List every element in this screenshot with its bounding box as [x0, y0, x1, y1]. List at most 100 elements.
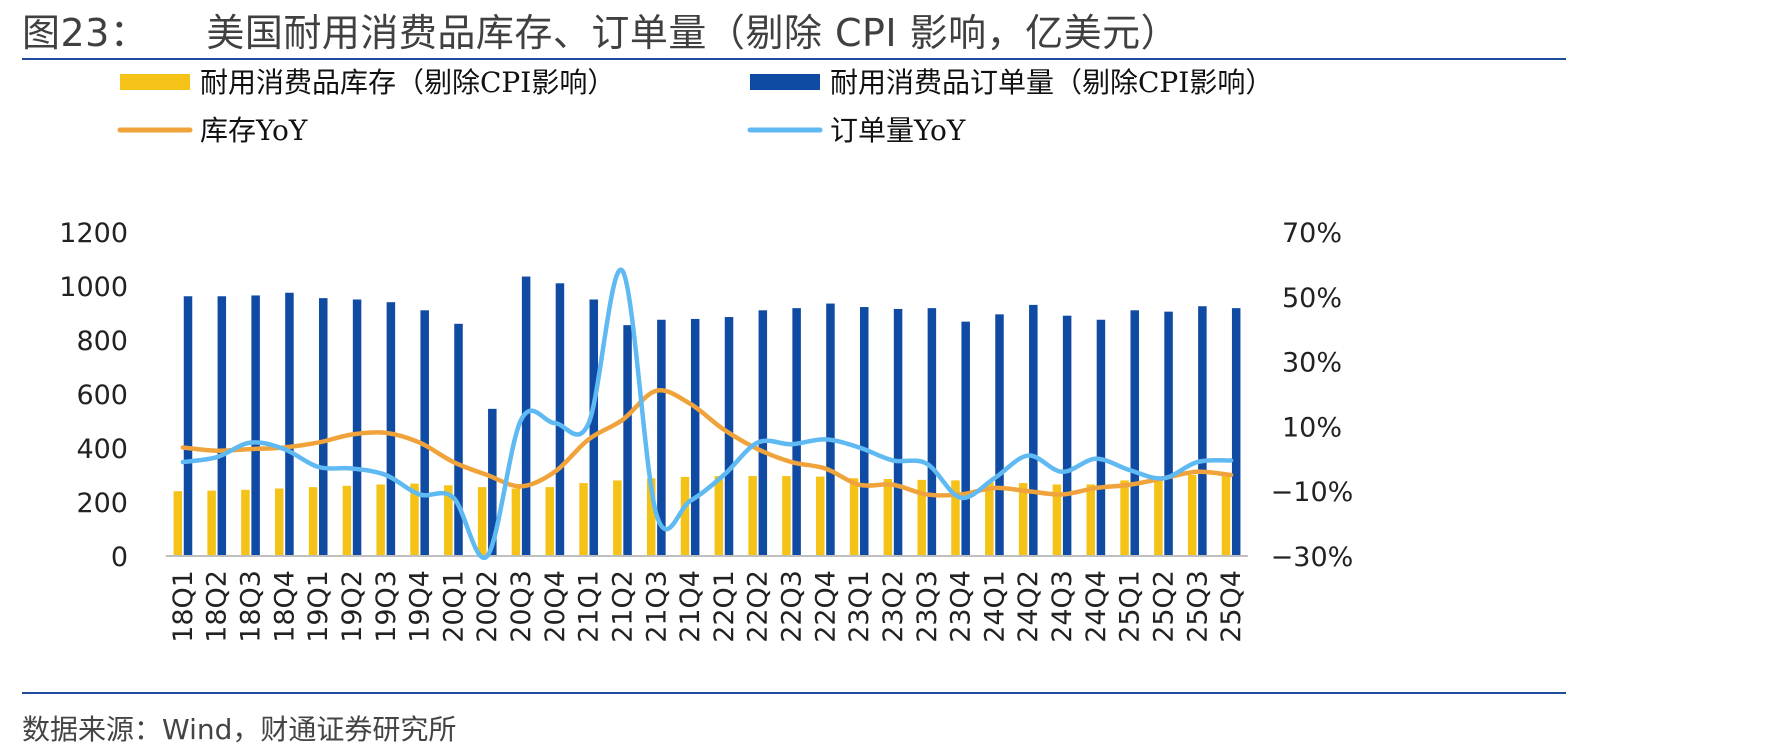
- left-tick-label: 600: [76, 380, 128, 411]
- legend-label: 耐用消费品库存（剔除CPI影响）: [200, 66, 615, 99]
- left-tick-label: 0: [111, 542, 128, 573]
- inventory-bar-25Q4: [1221, 473, 1231, 556]
- left-tick-label: 800: [76, 326, 128, 357]
- inventory-bar-24Q2: [1018, 483, 1028, 556]
- inventory-bar-18Q2: [207, 490, 216, 556]
- inventory-bar-18Q4: [274, 488, 284, 556]
- x-tick-label: 22Q3: [777, 570, 808, 643]
- orders-bar-19Q3: [386, 302, 396, 556]
- orders-bar-22Q3: [792, 308, 801, 556]
- inventory-bar-23Q4: [951, 480, 960, 556]
- right-tick-label: 10%: [1282, 412, 1342, 443]
- orders-bar-25Q1: [1130, 310, 1140, 556]
- orders-bar-18Q2: [217, 296, 227, 556]
- x-tick-label: 25Q3: [1182, 570, 1213, 643]
- orders-bar-24Q4: [1096, 319, 1106, 556]
- inventory-bar-18Q3: [241, 489, 250, 556]
- x-tick-label: 18Q1: [168, 570, 199, 643]
- orders-bar-19Q4: [420, 310, 429, 556]
- orders-bar-21Q1: [589, 299, 599, 556]
- figure-title: 图23： 美国耐用消费品库存、订单量（剔除 CPI 影响，亿美元）: [22, 2, 1179, 57]
- orders-bar-24Q3: [1062, 315, 1072, 556]
- orders-bar-24Q2: [1029, 304, 1038, 556]
- orders-bar-23Q2: [893, 308, 903, 556]
- x-tick-label: 21Q3: [641, 570, 672, 643]
- inventory-bar-18Q1: [173, 491, 183, 556]
- right-tick-label: 30%: [1282, 348, 1342, 379]
- inventory-bar-22Q4: [815, 476, 825, 556]
- inventory-yoy-line: [180, 388, 1234, 498]
- inventory-bar-21Q2: [613, 480, 622, 556]
- bar-series-1: [173, 473, 1231, 556]
- inventory-bar-20Q4: [545, 487, 554, 556]
- legend-swatch: [120, 74, 190, 90]
- orders-bar-20Q4: [555, 283, 565, 556]
- bars: [173, 276, 1241, 556]
- x-tick-label: 22Q1: [709, 570, 740, 643]
- orders-bar-25Q3: [1198, 306, 1207, 556]
- orders-bar-23Q3: [927, 308, 937, 556]
- x-tick-label: 21Q4: [675, 570, 706, 643]
- inventory-bar-19Q3: [376, 484, 385, 556]
- orders-bar-21Q4: [690, 318, 700, 556]
- right-tick-label: −30%: [1271, 542, 1354, 573]
- x-tick-label: 24Q4: [1081, 570, 1112, 643]
- orders-bar-20Q2: [488, 408, 497, 556]
- orders-bar-18Q4: [285, 292, 294, 556]
- x-tick-label: 23Q2: [878, 570, 909, 643]
- x-tick-label: 23Q3: [912, 570, 943, 643]
- x-tick-label: 20Q2: [472, 570, 503, 643]
- x-tick-label: 25Q4: [1216, 570, 1247, 643]
- x-tick-label: 24Q2: [1013, 570, 1044, 643]
- inventory-bar-22Q2: [748, 476, 757, 556]
- legend-swatch: [750, 74, 820, 90]
- inventory-bar-25Q2: [1154, 477, 1163, 556]
- x-tick-label: 19Q1: [303, 570, 334, 643]
- legend-label: 库存YoY: [200, 114, 308, 147]
- orders-bar-22Q1: [724, 317, 734, 556]
- inventory-bar-19Q4: [410, 483, 419, 556]
- x-tick-label: 18Q2: [202, 570, 233, 643]
- inventory-bar-24Q1: [985, 481, 994, 556]
- legend-label: 耐用消费品订单量（剔除CPI影响）: [830, 66, 1273, 99]
- inventory-bar-24Q4: [1086, 484, 1095, 556]
- x-tick-label: 22Q2: [743, 570, 774, 643]
- x-tick-label: 19Q2: [337, 570, 368, 643]
- figure-number: 图23：: [22, 11, 149, 55]
- x-tick-label: 21Q1: [574, 570, 605, 643]
- orders-bar-25Q4: [1231, 308, 1241, 556]
- x-tick-label: 20Q4: [540, 570, 571, 643]
- chart-area: 耐用消费品库存（剔除CPI影响） 耐用消费品订单量（剔除CPI影响） 库存YoY 订单…: [59, 66, 1354, 643]
- orders-bar-18Q1: [183, 296, 193, 556]
- left-tick-label: 400: [76, 434, 128, 465]
- figure-title-text: 美国耐用消费品库存、订单量（剔除 CPI 影响，亿美元）: [206, 11, 1180, 55]
- x-tick-label: 19Q4: [405, 570, 436, 643]
- title-rule: [22, 58, 1566, 60]
- inventory-bar-25Q1: [1120, 480, 1129, 556]
- orders-bar-20Q3: [521, 276, 531, 556]
- x-axis: 18Q1 18Q2 18Q3 18Q4 19Q1 19Q2 19Q3 19Q4 20Q1 20Q2…: [168, 570, 1247, 643]
- source-note: 数据来源：Wind，财通证券研究所: [22, 713, 457, 746]
- orders-yoy-line: [180, 267, 1234, 561]
- inventory-bar-23Q2: [883, 479, 893, 556]
- inventory-bar-25Q3: [1187, 475, 1197, 556]
- left-tick-label: 1000: [59, 272, 128, 303]
- right-tick-label: 50%: [1282, 283, 1342, 314]
- inventory-bar-20Q3: [511, 488, 521, 556]
- orders-bar-20Q1: [454, 323, 463, 556]
- inventory-bar-21Q3: [646, 478, 656, 556]
- inventory-bar-20Q2: [477, 487, 487, 556]
- inventory-bar-23Q1: [849, 478, 859, 556]
- right-tick-label: 70%: [1282, 218, 1342, 249]
- inventory-bar-20Q1: [444, 485, 453, 556]
- inventory-bar-24Q3: [1052, 484, 1062, 556]
- x-tick-label: 20Q1: [438, 570, 469, 643]
- source-rule: [22, 692, 1566, 694]
- orders-bar-19Q2: [352, 299, 362, 556]
- x-tick-label: 22Q4: [810, 570, 841, 643]
- orders-bar-22Q2: [758, 310, 768, 556]
- x-tick-label: 25Q2: [1149, 570, 1180, 643]
- x-tick-label: 24Q3: [1047, 570, 1078, 643]
- x-tick-label: 23Q1: [844, 570, 875, 643]
- inventory-bar-21Q4: [680, 476, 690, 556]
